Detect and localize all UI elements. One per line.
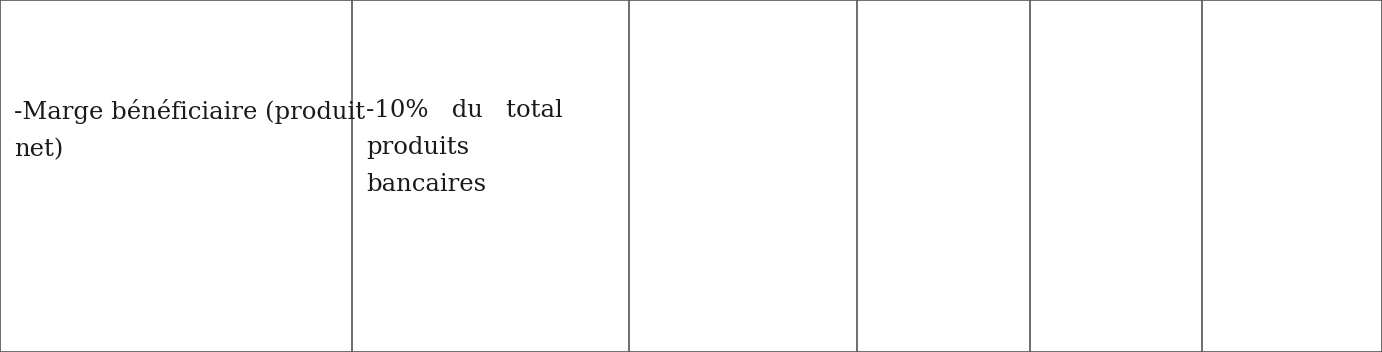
Text: -Marge bénéficiaire (produit
net): -Marge bénéficiaire (produit net) xyxy=(14,99,365,161)
Text: -10%   du   total
produits
bancaires: -10% du total produits bancaires xyxy=(366,99,562,196)
